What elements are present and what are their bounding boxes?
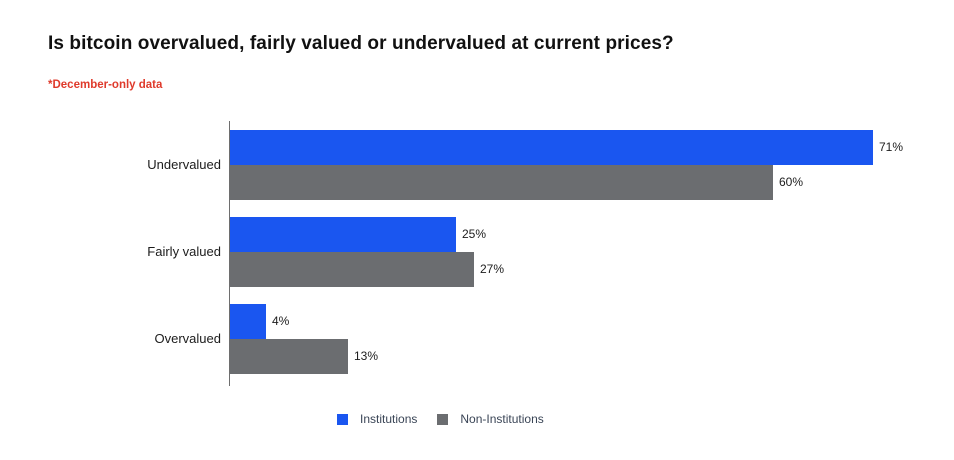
value-label: 13% bbox=[354, 349, 379, 363]
value-label: 25% bbox=[462, 227, 487, 241]
legend-swatch-icon bbox=[337, 413, 348, 425]
value-label: 60% bbox=[779, 175, 804, 189]
legend-label: Non-Institutions bbox=[460, 412, 544, 426]
plot-area: 71% 60% 25% 27% 4% 13% bbox=[229, 121, 954, 386]
category-label: Undervalued bbox=[147, 157, 221, 172]
chart-title: Is bitcoin overvalued, fairly valued or … bbox=[48, 33, 674, 54]
category-label: Fairly valued bbox=[147, 244, 221, 259]
category-label: Overvalued bbox=[154, 331, 221, 346]
bar-institutions-fairly-valued bbox=[230, 217, 456, 252]
bar-institutions-undervalued bbox=[230, 130, 873, 165]
bar-non-institutions-overvalued bbox=[230, 339, 348, 374]
value-label: 71% bbox=[879, 140, 904, 154]
bar-non-institutions-fairly-valued bbox=[230, 252, 474, 287]
legend-label: Institutions bbox=[360, 412, 418, 426]
value-label: 27% bbox=[480, 262, 505, 276]
bar-institutions-overvalued bbox=[230, 304, 266, 339]
bar-non-institutions-undervalued bbox=[230, 165, 773, 200]
chart-footnote: *December-only data bbox=[48, 79, 163, 91]
value-label: 4% bbox=[272, 314, 290, 328]
legend: Institutions Non-Institutions bbox=[337, 412, 544, 426]
legend-swatch-icon bbox=[437, 413, 449, 425]
legend-item-institutions: Institutions bbox=[337, 412, 417, 426]
legend-item-non-institutions: Non-Institutions bbox=[437, 412, 544, 426]
